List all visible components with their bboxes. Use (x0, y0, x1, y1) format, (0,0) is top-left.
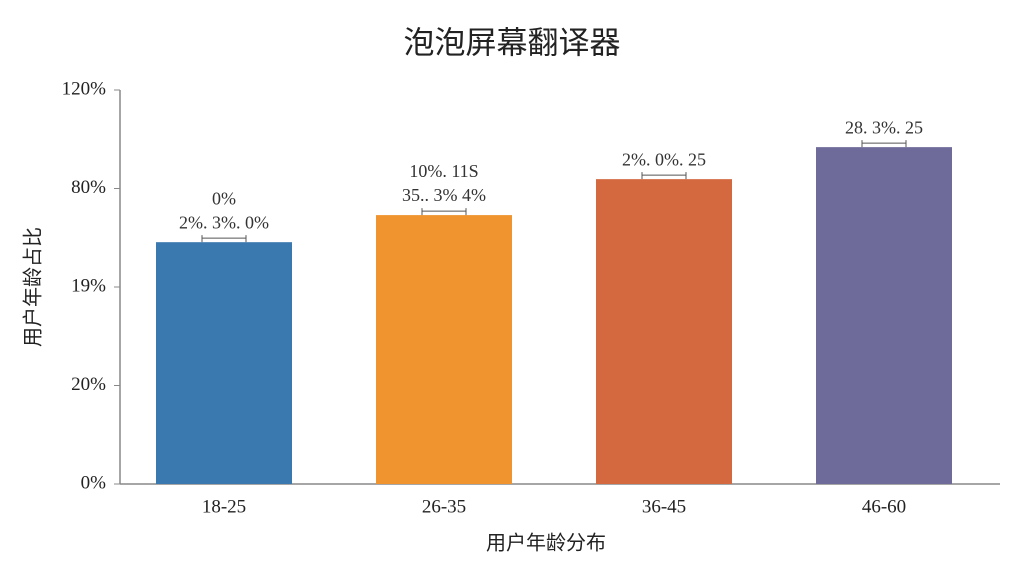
x-tick-label: 46-60 (862, 496, 906, 517)
y-tick-label: 80% (71, 177, 106, 198)
x-tick-label: 36-45 (642, 496, 686, 517)
bar (816, 147, 952, 484)
chart-title: 泡泡屏幕翻译器 (404, 26, 621, 62)
bar (376, 215, 512, 484)
y-axis-label: 用户年龄占比 (21, 227, 45, 347)
y-tick-label: 0% (81, 472, 107, 493)
x-axis-label: 用户年龄分布 (486, 531, 606, 555)
bar-annotation: 10%. 11S (409, 161, 478, 181)
bar-annotation: 2%. 0%. 25 (622, 149, 706, 169)
x-tick-label: 18-25 (202, 496, 246, 517)
bar-annotation: 2%. 3%. 0% (179, 212, 269, 232)
bar-annotation: 0% (212, 188, 236, 208)
x-tick-label: 26-35 (422, 496, 466, 517)
y-tick-label: 19% (71, 275, 106, 296)
bar (596, 179, 732, 484)
bar-annotation: 28. 3%. 25 (845, 117, 923, 137)
bar-annotation: 35.. 3% 4% (402, 185, 486, 205)
y-tick-label: 120% (62, 78, 107, 99)
bar (156, 242, 292, 484)
y-tick-label: 20% (71, 374, 106, 395)
